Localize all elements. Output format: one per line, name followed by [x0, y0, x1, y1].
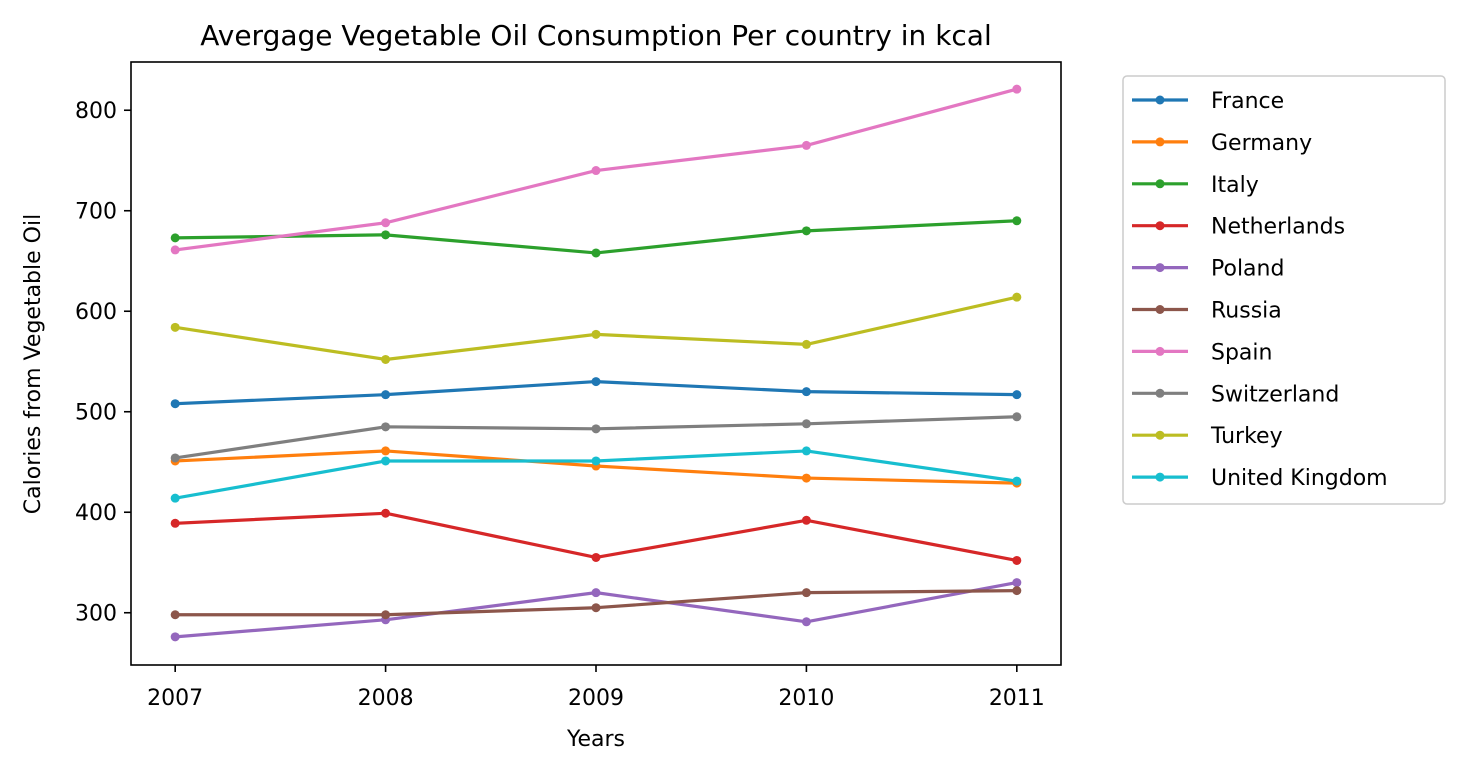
y-tick-label: 700 [75, 200, 117, 225]
data-point-france [381, 390, 391, 400]
data-point-italy [1012, 216, 1022, 226]
legend-label: Poland [1211, 257, 1284, 282]
legend-marker [1155, 221, 1165, 231]
data-point-france [170, 399, 180, 409]
data-point-poland [170, 632, 180, 642]
legend-marker [1155, 95, 1165, 105]
legend-label: Turkey [1210, 424, 1283, 449]
data-point-spain [170, 245, 180, 255]
x-tick-label: 2009 [568, 686, 624, 711]
legend-marker [1155, 472, 1165, 482]
data-point-united-kingdom [801, 446, 811, 456]
data-point-switzerland [1012, 412, 1022, 422]
legend-label: Russia [1211, 299, 1282, 324]
legend-label: Netherlands [1211, 215, 1345, 240]
data-point-germany [801, 473, 811, 483]
data-point-netherlands [801, 515, 811, 525]
data-point-spain [591, 166, 601, 176]
data-point-switzerland [801, 419, 811, 429]
data-point-italy [591, 248, 601, 258]
data-point-united-kingdom [170, 493, 180, 503]
data-point-germany [381, 446, 391, 456]
data-point-netherlands [381, 508, 391, 518]
data-point-russia [591, 603, 601, 613]
data-point-switzerland [170, 453, 180, 463]
y-tick-label: 600 [75, 300, 117, 325]
series-line-turkey [173, 295, 1019, 362]
data-point-switzerland [381, 422, 391, 432]
data-point-france [801, 387, 811, 397]
legend-marker [1155, 388, 1165, 398]
legend-label: Spain [1211, 340, 1272, 365]
y-tick-label: 300 [75, 602, 117, 627]
legend-label: Switzerland [1211, 382, 1339, 407]
legend-marker [1155, 430, 1165, 440]
y-axis-label: Calories from Vegetable Oil [21, 214, 46, 514]
x-tick-label: 2008 [358, 686, 414, 711]
data-point-spain [381, 218, 391, 228]
x-tick-label: 2011 [989, 686, 1045, 711]
data-point-russia [170, 610, 180, 620]
legend-marker [1155, 305, 1165, 314]
data-point-france [591, 377, 601, 387]
data-point-switzerland [591, 424, 601, 434]
data-point-united-kingdom [381, 456, 391, 466]
legend: France Germany Italy Netherlands Poland Russi… [1122, 75, 1446, 505]
data-point-italy [170, 233, 180, 243]
legend-label: France [1211, 89, 1284, 114]
data-point-poland [591, 588, 601, 598]
legend-label: United Kingdom [1211, 466, 1388, 491]
x-tick-label: 2007 [147, 686, 203, 711]
data-point-turkey [381, 354, 391, 364]
data-point-turkey [170, 322, 180, 332]
y-tick-label: 400 [75, 501, 117, 526]
data-point-poland [1012, 578, 1022, 588]
legend-marker [1155, 263, 1165, 273]
data-point-italy [381, 230, 391, 240]
data-point-united-kingdom [1012, 476, 1022, 486]
legend-label: Italy [1211, 173, 1259, 198]
data-point-united-kingdom [591, 456, 601, 466]
data-point-russia [1012, 586, 1022, 596]
x-axis-label: Years [566, 727, 625, 752]
legend-marker [1155, 346, 1165, 356]
chart-title: Avergage Vegetable Oil Consumption Per c… [200, 19, 992, 52]
legend-label: Germany [1211, 131, 1312, 156]
data-point-turkey [591, 329, 601, 339]
data-point-turkey [801, 339, 811, 349]
data-point-netherlands [170, 518, 180, 528]
data-point-netherlands [591, 552, 601, 562]
data-point-turkey [1012, 292, 1022, 302]
legend-box [1122, 75, 1446, 505]
legend-marker [1155, 179, 1165, 189]
data-point-spain [1012, 84, 1022, 94]
series-line-italy [173, 219, 1019, 255]
data-point-russia [801, 588, 811, 598]
data-point-russia [381, 610, 391, 620]
data-point-spain [801, 140, 811, 150]
data-point-poland [801, 617, 811, 627]
legend-marker [1155, 137, 1165, 147]
plot-frame [130, 61, 1062, 666]
data-point-france [1012, 390, 1022, 400]
x-tick-label: 2010 [778, 686, 834, 711]
data-point-italy [801, 226, 811, 236]
data-point-netherlands [1012, 555, 1022, 565]
y-tick-label: 800 [75, 99, 117, 124]
y-tick-label: 500 [75, 401, 117, 426]
series-line-switzerland [173, 415, 1019, 460]
